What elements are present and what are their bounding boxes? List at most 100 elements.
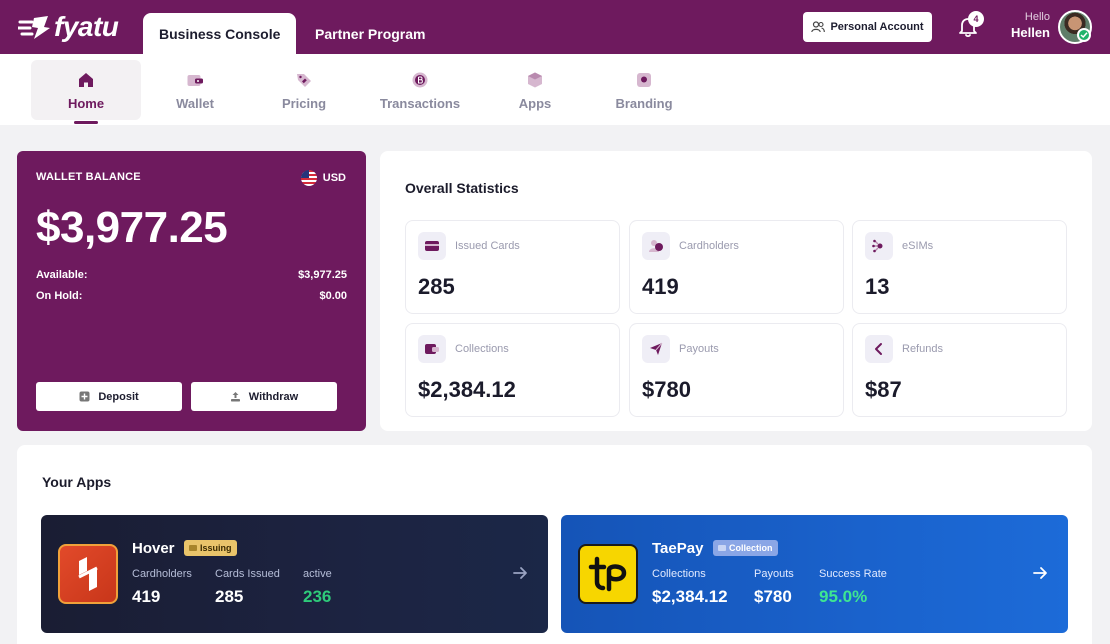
avatar[interactable] [1058,10,1092,44]
deposit-label: Deposit [98,390,139,403]
app-stat-label: Cardholders [132,568,192,580]
user-name: Hellen [1010,25,1050,40]
nav-label: Wallet [176,95,214,111]
app-card-taepay[interactable]: TaePay Collection Collections $2,384.12 … [561,515,1068,633]
coin-icon [412,72,428,87]
stat-card-collections[interactable]: Collections $2,384.12 [405,323,620,417]
stat-label: Refunds [902,343,943,355]
tab-partner-program[interactable]: Partner Program [299,13,441,54]
home-icon [79,72,93,87]
nav-label: Apps [518,95,552,111]
available-row: Available: $3,977.25 [36,269,347,281]
nav-item-transactions[interactable]: Transactions [365,60,475,120]
app-stat-label: Success Rate [819,568,887,580]
nav-label: Transactions [379,95,461,111]
arrow-right-icon[interactable] [511,564,529,582]
verified-shield-icon [1077,28,1091,42]
stat-label: Collections [455,343,509,355]
app-stat: active 236 [303,567,332,609]
deposit-button[interactable]: Deposit [36,382,182,411]
personal-account-button[interactable]: Personal Account [803,12,932,42]
tab-label: Partner Program [315,25,426,42]
stat-value: 285 [418,274,455,299]
greeting-text: Hello [1024,11,1050,23]
on-hold-row: On Hold: $0.00 [36,290,347,302]
wallet-label: WALLET BALANCE [36,171,141,183]
tag-icon [297,73,311,87]
top-bar: fyatu Business Console Partner Program P… [0,0,1110,54]
refund-icon [865,335,893,363]
stat-card-issued-cards[interactable]: Issued Cards 285 [405,220,620,314]
personal-account-label: Personal Account [830,21,924,33]
app-stat-label: Payouts [754,568,794,580]
currency-code: USD [322,172,346,184]
nav-label: Branding [615,95,673,111]
cube-icon [528,72,542,87]
wallet-balance-amount: $3,977.25 [36,203,228,252]
nav-item-home[interactable]: Home [31,60,141,124]
app-stat-label: Cards Issued [215,568,280,580]
upload-icon [230,392,240,402]
app-stat-value: 285 [215,587,244,606]
tab-business-console[interactable]: Business Console [143,13,297,54]
wallet-icon [187,74,203,86]
app-stat: Payouts $780 [754,567,794,609]
available-label: Available: [36,269,88,281]
your-apps-panel: Your Apps Hover Issuing Cardholders 419 … [17,445,1092,644]
card-icon [718,545,726,551]
app-stat-label: active [303,568,332,580]
stat-value: $87 [865,377,902,402]
tab-label: Business Console [159,25,281,42]
currency-selector[interactable]: USD [300,170,346,186]
stat-value: $780 [642,377,691,402]
send-icon [642,335,670,363]
stat-card-payouts[interactable]: Payouts $780 [629,323,844,417]
stat-card-refunds[interactable]: Refunds $87 [852,323,1067,417]
hover-logo-icon [58,544,118,604]
app-badge-collection: Collection [713,540,778,556]
on-hold-value: $0.00 [319,290,347,302]
plus-icon [79,391,90,402]
app-stat-value: 419 [132,587,161,606]
wallet-balance-card: WALLET BALANCE USD $3,977.25 Available: … [17,151,366,431]
overall-statistics-panel: Overall Statistics Issued Cards 285 Card… [380,151,1092,431]
brand-name: fyatu [54,11,119,42]
badge-label: Issuing [200,543,232,553]
nav-item-branding[interactable]: Branding [589,60,699,120]
brand-logo[interactable]: fyatu [18,11,119,42]
stat-card-cardholders[interactable]: Cardholders 419 [629,220,844,314]
stat-value: 419 [642,274,679,299]
app-stat-value: 236 [303,587,332,606]
app-stat-label: Collections [652,568,706,580]
stat-label: Payouts [679,343,719,355]
palette-icon [637,72,651,87]
withdraw-button[interactable]: Withdraw [191,382,337,411]
stat-label: Issued Cards [455,240,520,252]
stat-label: eSIMs [902,240,934,252]
app-badge-issuing: Issuing [184,540,237,556]
available-value: $3,977.25 [298,269,347,281]
nav-item-apps[interactable]: Apps [480,60,590,120]
taepay-logo-icon [578,544,638,604]
collections-icon [418,335,446,363]
card-icon [418,232,446,260]
app-stat: Collections $2,384.12 [652,567,728,609]
main-nav: Home Wallet Pricing Transactions Apps [0,54,1110,125]
nav-item-pricing[interactable]: Pricing [249,60,359,120]
logo-mark-icon [18,16,50,39]
nav-item-wallet[interactable]: Wallet [140,60,250,120]
badge-label: Collection [729,543,773,553]
users-icon [642,232,670,260]
app-stat: Success Rate 95.0% [819,567,887,609]
app-name: Hover [132,540,175,557]
notification-badge: 4 [968,11,984,27]
stat-card-esims[interactable]: eSIMs 13 [852,220,1067,314]
us-flag-icon [300,170,317,186]
statistics-title: Overall Statistics [405,180,519,196]
app-name: TaePay [652,540,704,557]
arrow-right-icon[interactable] [1031,564,1049,582]
user-greeting: Hello Hellen [1011,10,1050,42]
nav-label: Pricing [281,95,327,111]
app-card-hover[interactable]: Hover Issuing Cardholders 419 Cards Issu… [41,515,548,633]
users-icon [811,21,826,33]
